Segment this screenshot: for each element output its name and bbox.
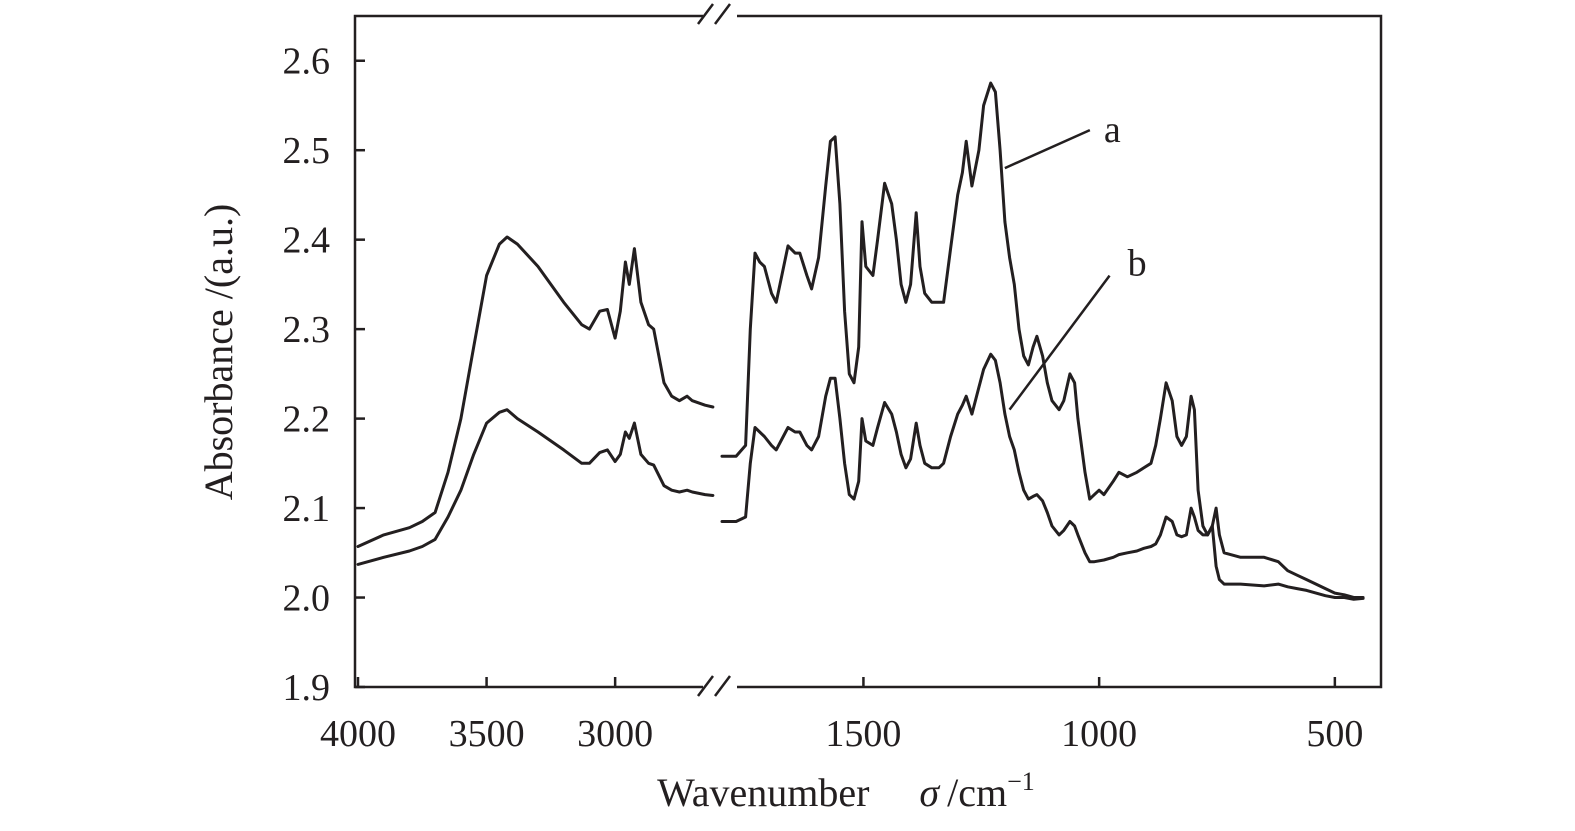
series-a-line: [356, 235, 715, 548]
y-tick-label: 2.3: [283, 309, 331, 351]
series-b-label: b: [1128, 243, 1147, 285]
annotation-layer: ab: [1004, 109, 1147, 411]
y-tick-label: 2.4: [283, 220, 331, 262]
series-a-label: a: [1104, 109, 1121, 151]
x-axis: 4000 3500 3000 1500 1000 500: [320, 677, 1363, 755]
axis-break: [697, 3, 737, 697]
x-axis-title-symbol: σ: [919, 770, 940, 815]
series-a-leader-line: [1004, 128, 1091, 170]
top-break-mark-right: [714, 3, 731, 25]
x-tick-label: 1000: [1061, 713, 1137, 755]
y-tick-label: 1.9: [283, 667, 331, 709]
plot-frame: [353, 14, 1383, 689]
x-tick-label: 4000: [320, 713, 396, 755]
x-tick-label: 3500: [449, 713, 525, 755]
y-tick-label: 2.5: [283, 130, 331, 172]
series-b-line: [720, 352, 1365, 601]
series-a-line: [720, 81, 1365, 599]
x-axis-title: Wavenumber σ/cm−1: [657, 767, 1035, 815]
bottom-break-mark-left: [697, 675, 714, 697]
series-b-line: [356, 408, 715, 566]
x-tick-label: 1500: [825, 713, 901, 755]
y-tick-label: 2.0: [283, 578, 331, 620]
y-axis-title: Absorbance /(a.u.): [196, 204, 241, 501]
y-axis: 1.9 2.0 2.1 2.2 2.3 2.4 2.5 2.6: [283, 41, 365, 709]
x-axis-title-word: Wavenumber: [657, 770, 869, 815]
top-break-mark-left: [697, 3, 714, 25]
x-tick-label: 500: [1306, 713, 1363, 755]
bottom-break-mark-right: [714, 675, 731, 697]
series-layer: [356, 81, 1365, 601]
series-b-leader-line: [1008, 274, 1111, 411]
y-tick-label: 2.6: [283, 41, 331, 83]
y-tick-label: 2.1: [283, 488, 331, 530]
x-axis-title-unit-exponent: −1: [1007, 767, 1035, 796]
x-tick-label: 3000: [577, 713, 653, 755]
x-axis-title-unit: /cm: [947, 770, 1007, 815]
bottom-break-mask: [703, 678, 737, 696]
y-tick-label: 2.2: [283, 399, 331, 441]
